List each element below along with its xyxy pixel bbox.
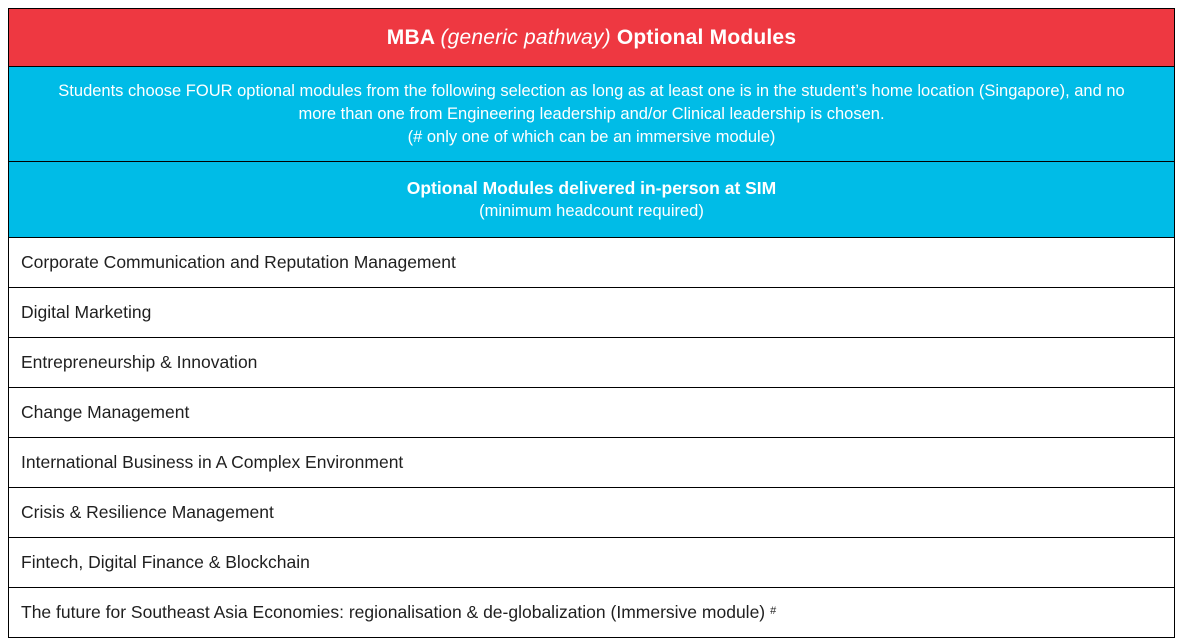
optional-modules-table: MBA (generic pathway) Optional Modules S… (8, 8, 1175, 638)
immersive-note: (# only one of which can be an immersive… (407, 127, 776, 146)
module-name: Corporate Communication and Reputation M… (21, 252, 456, 272)
section-subtitle: (minimum headcount required) (479, 201, 704, 220)
module-row: Fintech, Digital Finance & Blockchain (8, 538, 1175, 588)
section-header: Optional Modules delivered in-person at … (8, 162, 1175, 238)
module-row: The future for Southeast Asia Economies:… (8, 588, 1175, 638)
module-row: Crisis & Resilience Management (8, 488, 1175, 538)
module-name: Crisis & Resilience Management (21, 502, 274, 522)
module-name: Digital Marketing (21, 302, 152, 322)
module-row: Change Management (8, 388, 1175, 438)
module-name: Change Management (21, 402, 190, 422)
section-title: Optional Modules delivered in-person at … (406, 177, 777, 198)
module-name: International Business in A Complex Envi… (21, 452, 404, 472)
module-row: Digital Marketing (8, 288, 1175, 338)
module-name: Fintech, Digital Finance & Blockchain (21, 552, 310, 572)
module-rows-list: Corporate Communication and Reputation M… (8, 238, 1175, 638)
module-name: Entrepreneurship & Innovation (21, 352, 258, 372)
table-title-pathway: (generic pathway) (440, 25, 611, 49)
instructions-text: Students choose FOUR optional modules fr… (58, 81, 1125, 123)
module-row: International Business in A Complex Envi… (8, 438, 1175, 488)
module-row: Corporate Communication and Reputation M… (8, 238, 1175, 288)
table-title-program: MBA (386, 25, 441, 49)
immersive-marker-symbol: # (770, 604, 777, 617)
module-name: The future for Southeast Asia Economies:… (21, 602, 766, 622)
module-row: Entrepreneurship & Innovation (8, 338, 1175, 388)
table-title-suffix: Optional Modules (610, 25, 797, 49)
table-title-bar: MBA (generic pathway) Optional Modules (8, 8, 1175, 67)
selection-instructions: Students choose FOUR optional modules fr… (8, 67, 1175, 162)
